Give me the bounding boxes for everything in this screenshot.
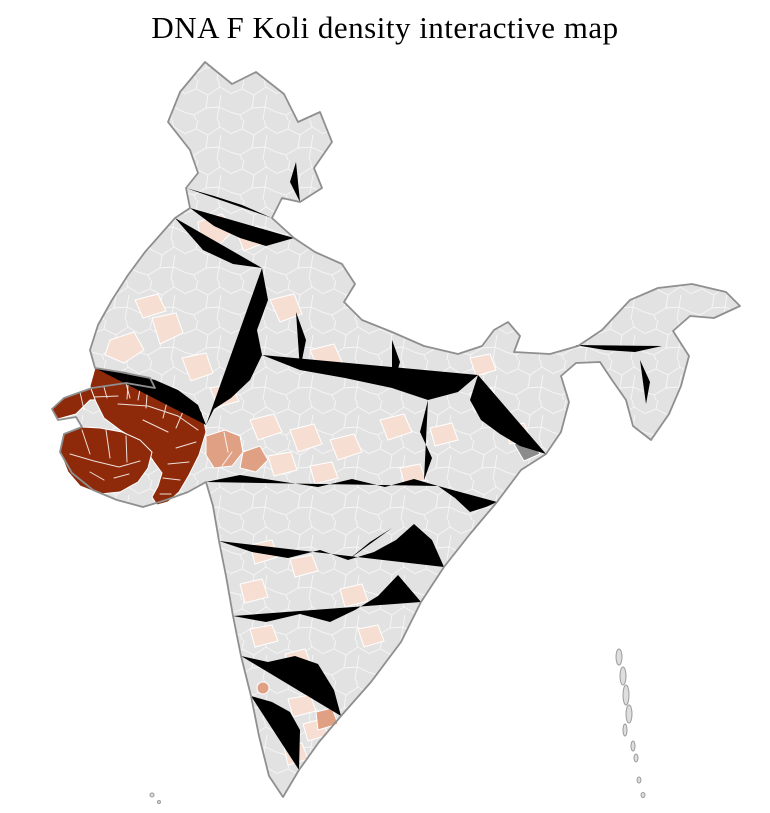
district-patch[interactable]: [379, 413, 413, 441]
district-patch-medium[interactable]: [315, 707, 339, 731]
island[interactable]: [625, 704, 633, 724]
island[interactable]: [622, 684, 630, 706]
district-patch[interactable]: [239, 578, 269, 604]
district-patch-medium[interactable]: [205, 429, 244, 469]
island[interactable]: [640, 792, 646, 798]
district-patch[interactable]: [151, 312, 184, 345]
island[interactable]: [619, 666, 627, 686]
district-patch[interactable]: [181, 352, 214, 382]
district-patch-medium[interactable]: [239, 445, 269, 473]
district-patch[interactable]: [329, 433, 363, 461]
district-patch[interactable]: [269, 293, 303, 323]
district-patch[interactable]: [289, 554, 319, 578]
district-patch[interactable]: [287, 694, 317, 718]
islet: [157, 800, 161, 804]
islet: [149, 792, 155, 798]
district-patch[interactable]: [339, 583, 369, 608]
medium-density-districts[interactable]: [205, 429, 339, 731]
lakshadweep-islets: [149, 792, 161, 804]
district-patch[interactable]: [309, 461, 339, 485]
district-patch[interactable]: [134, 293, 167, 319]
district-patch[interactable]: [399, 463, 427, 487]
andaman-islands[interactable]: [615, 648, 646, 798]
india-outline: [51, 61, 741, 798]
island[interactable]: [633, 753, 639, 763]
district-patch[interactable]: [249, 413, 283, 441]
district-border-line: [221, 431, 233, 467]
district-patch[interactable]: [357, 624, 385, 648]
district-patch[interactable]: [104, 331, 145, 364]
district-patch[interactable]: [469, 353, 497, 377]
island[interactable]: [630, 740, 636, 752]
island[interactable]: [622, 723, 628, 737]
district-cluster-saurashtra[interactable]: [59, 426, 153, 495]
district-patch[interactable]: [429, 422, 459, 447]
district-patch[interactable]: [289, 423, 323, 453]
district-patch[interactable]: [249, 624, 279, 648]
district-border-line: [79, 384, 141, 411]
page-title: DNA F Koli density interactive map: [151, 10, 619, 45]
state-borders: [95, 162, 662, 770]
island[interactable]: [636, 776, 642, 784]
district-patch-medium[interactable]: [256, 681, 270, 695]
district-border-line: [69, 429, 141, 481]
island[interactable]: [615, 648, 623, 666]
district-patch[interactable]: [267, 451, 298, 477]
